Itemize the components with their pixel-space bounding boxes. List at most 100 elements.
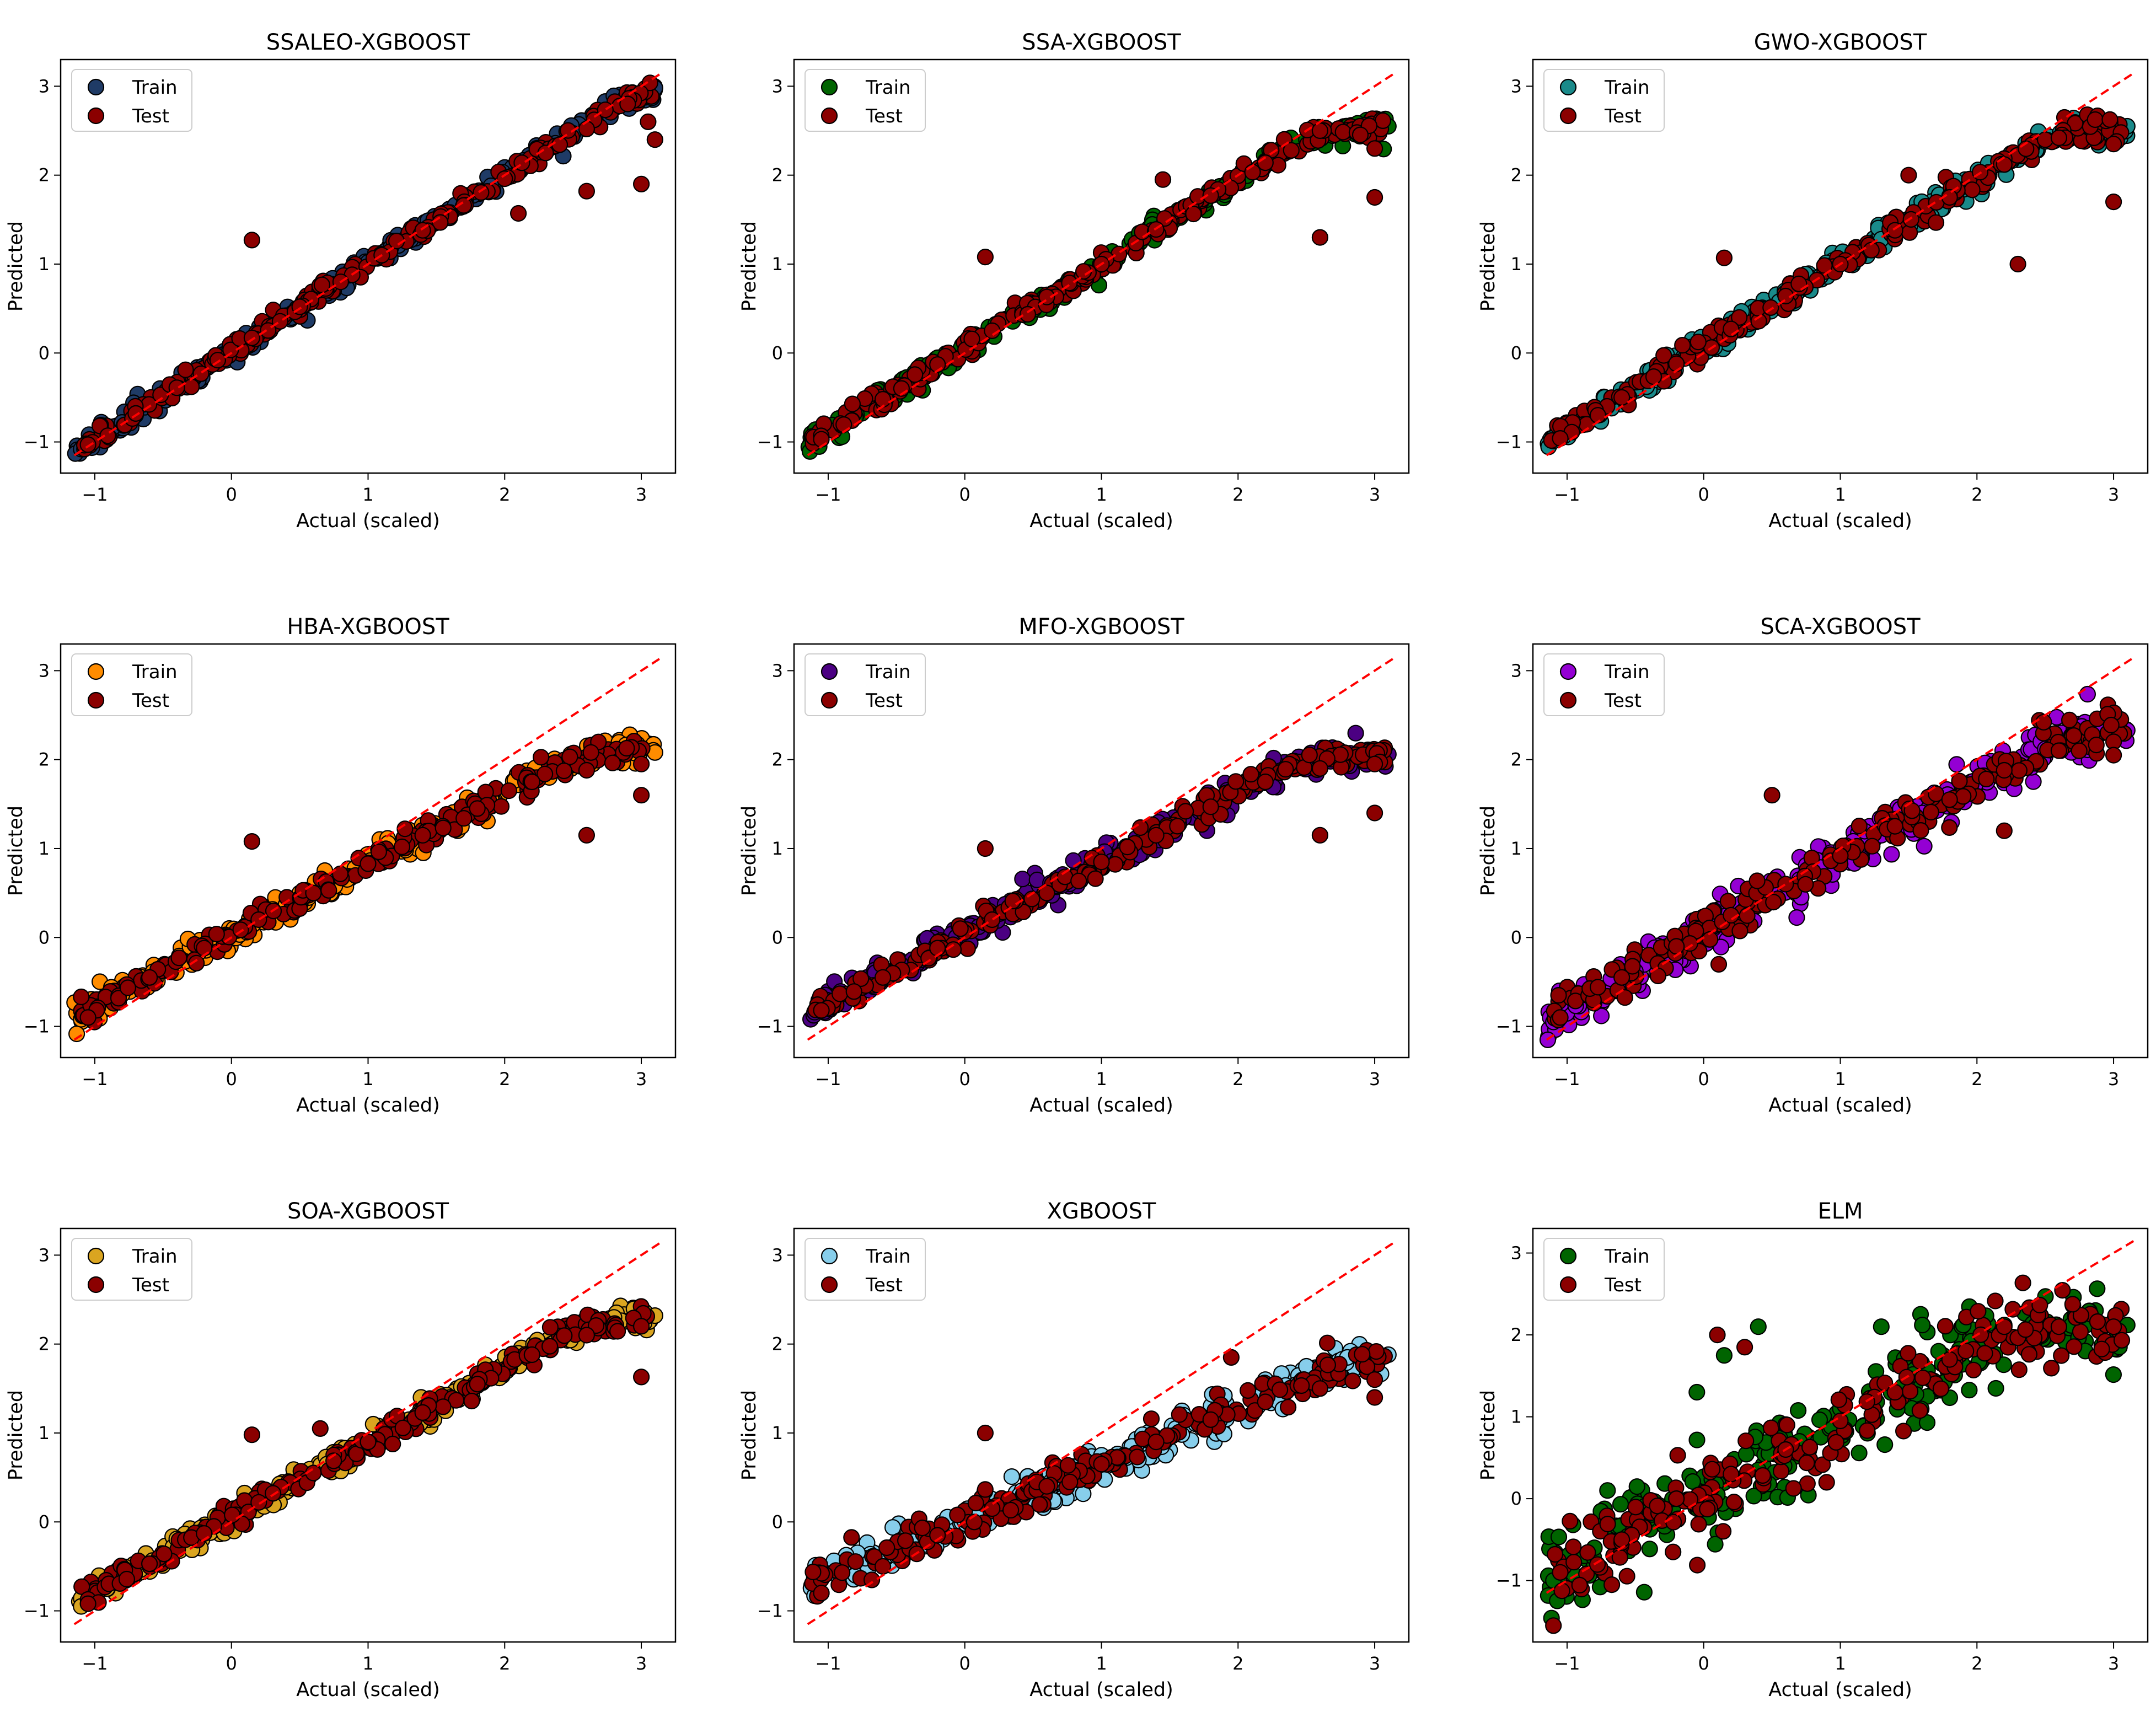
x-axis-label: Actual (scaled) [296,1679,439,1701]
test-point [243,833,260,850]
x-tick-label: 0 [1698,484,1709,505]
y-tick-label: 2 [39,1334,50,1355]
legend-test-marker [1559,1276,1577,1294]
test-point [1725,1494,1742,1511]
test-point [2004,1301,2021,1318]
y-axis-label: Predicted [1477,221,1499,312]
test-point [2010,1361,2028,1378]
y-tick-label: 0 [1511,927,1522,948]
test-point [2010,762,2028,779]
test-point [952,920,969,937]
test-point [1790,275,1808,292]
test-point [2031,1296,2048,1314]
train-point [1599,1482,1616,1499]
test-point [127,405,144,422]
legend: Train Test [1543,69,1665,132]
test-point [2050,1318,2067,1335]
test-point [2105,1318,2122,1335]
test-point [1002,1501,1020,1518]
subplot-elm: ELM −1 0 1 2 3 −1 0 1 2 3 Actual (scaled) Predicted T… [1477,1199,2149,1701]
train-point [1750,1318,1767,1335]
test-point [1547,1545,1564,1563]
test-point [2087,111,2104,128]
scatter-points [1539,685,2136,1049]
test-point [1731,922,1749,940]
test-point [208,925,225,943]
y-tick-label: 2 [39,165,50,186]
test-point [582,744,599,761]
legend-test-marker [820,107,838,125]
y-tick-label: 1 [772,254,783,275]
test-point [561,748,578,765]
legend: Train Test [805,1238,926,1301]
legend-test-label: Test [132,105,169,127]
test-point [1785,1480,1802,1497]
legend: Train Test [71,653,192,716]
legend-train-marker [1559,663,1577,680]
test-point [813,1002,830,1019]
subplot-ssa-xgboost: SSA-XGBOOST −1 0 1 2 3 −1 0 1 2 3 Actual (scaled) Pr… [738,30,1410,532]
test-point [2009,255,2026,273]
test-point [1941,1351,1958,1368]
chart-title: XGBOOST [1047,1199,1156,1224]
test-point [1169,818,1186,835]
legend-train-marker [87,1247,105,1265]
test-point [312,1420,329,1437]
y-tick-label: −1 [1496,1016,1522,1037]
x-tick-label: 1 [362,1653,373,1674]
train-point [1014,871,1031,888]
train-point [1961,1382,1978,1399]
test-point [2050,129,2067,146]
test-point [1154,171,1172,188]
x-tick-label: 1 [362,1069,373,1090]
test-point [1087,870,1104,887]
test-point [500,782,518,799]
test-point [578,827,596,844]
test-point [532,749,550,766]
test-point [632,787,650,804]
test-point [1311,122,1328,139]
y-tick-label: 3 [1511,1243,1522,1264]
test-point [141,1555,158,1573]
x-axis-label: Actual (scaled) [1768,510,1912,532]
train-point [1948,756,1965,773]
test-point [1185,205,1202,223]
chart-title: GWO-XGBOOST [1754,30,1927,55]
x-axis-label: Actual (scaled) [296,1094,439,1117]
train-point [1003,1468,1021,1485]
test-point [1311,1380,1328,1397]
test-point [1553,1582,1570,1600]
legend-train-marker [1559,78,1577,96]
train-point [1788,909,1805,926]
x-tick-label: 0 [226,1653,237,1674]
x-tick-label: 3 [636,1653,647,1674]
test-point [1797,876,1814,893]
train-point [1811,1412,1828,1429]
legend-train-label: Train [865,1246,911,1268]
test-point [473,184,490,201]
test-point [1689,1557,1706,1574]
test-point [209,352,226,369]
test-point [455,810,473,827]
train-point [2025,773,2042,790]
legend-test-label: Test [132,690,169,712]
legend: Train Test [805,653,926,716]
test-point [907,366,924,383]
legend-train-label: Train [132,661,178,683]
test-point [435,1398,452,1415]
test-point [1038,288,1055,305]
test-point [578,120,596,137]
test-point [914,1520,931,1537]
subplot-gwo-xgboost: GWO-XGBOOST −1 0 1 2 3 −1 0 1 2 3 Actual (scaled) Pr… [1477,30,2149,532]
test-point [1093,1456,1110,1473]
test-point [1366,1371,1383,1388]
test-point [1690,334,1707,351]
test-point [1143,1410,1160,1427]
legend-test-marker [87,691,105,709]
test-point [1202,1411,1219,1428]
test-point [79,1009,96,1026]
train-point [2089,1280,2106,1297]
test-point [1737,1432,1755,1450]
chart-title: SCA-XGBOOST [1760,614,1921,640]
test-point [523,773,540,791]
